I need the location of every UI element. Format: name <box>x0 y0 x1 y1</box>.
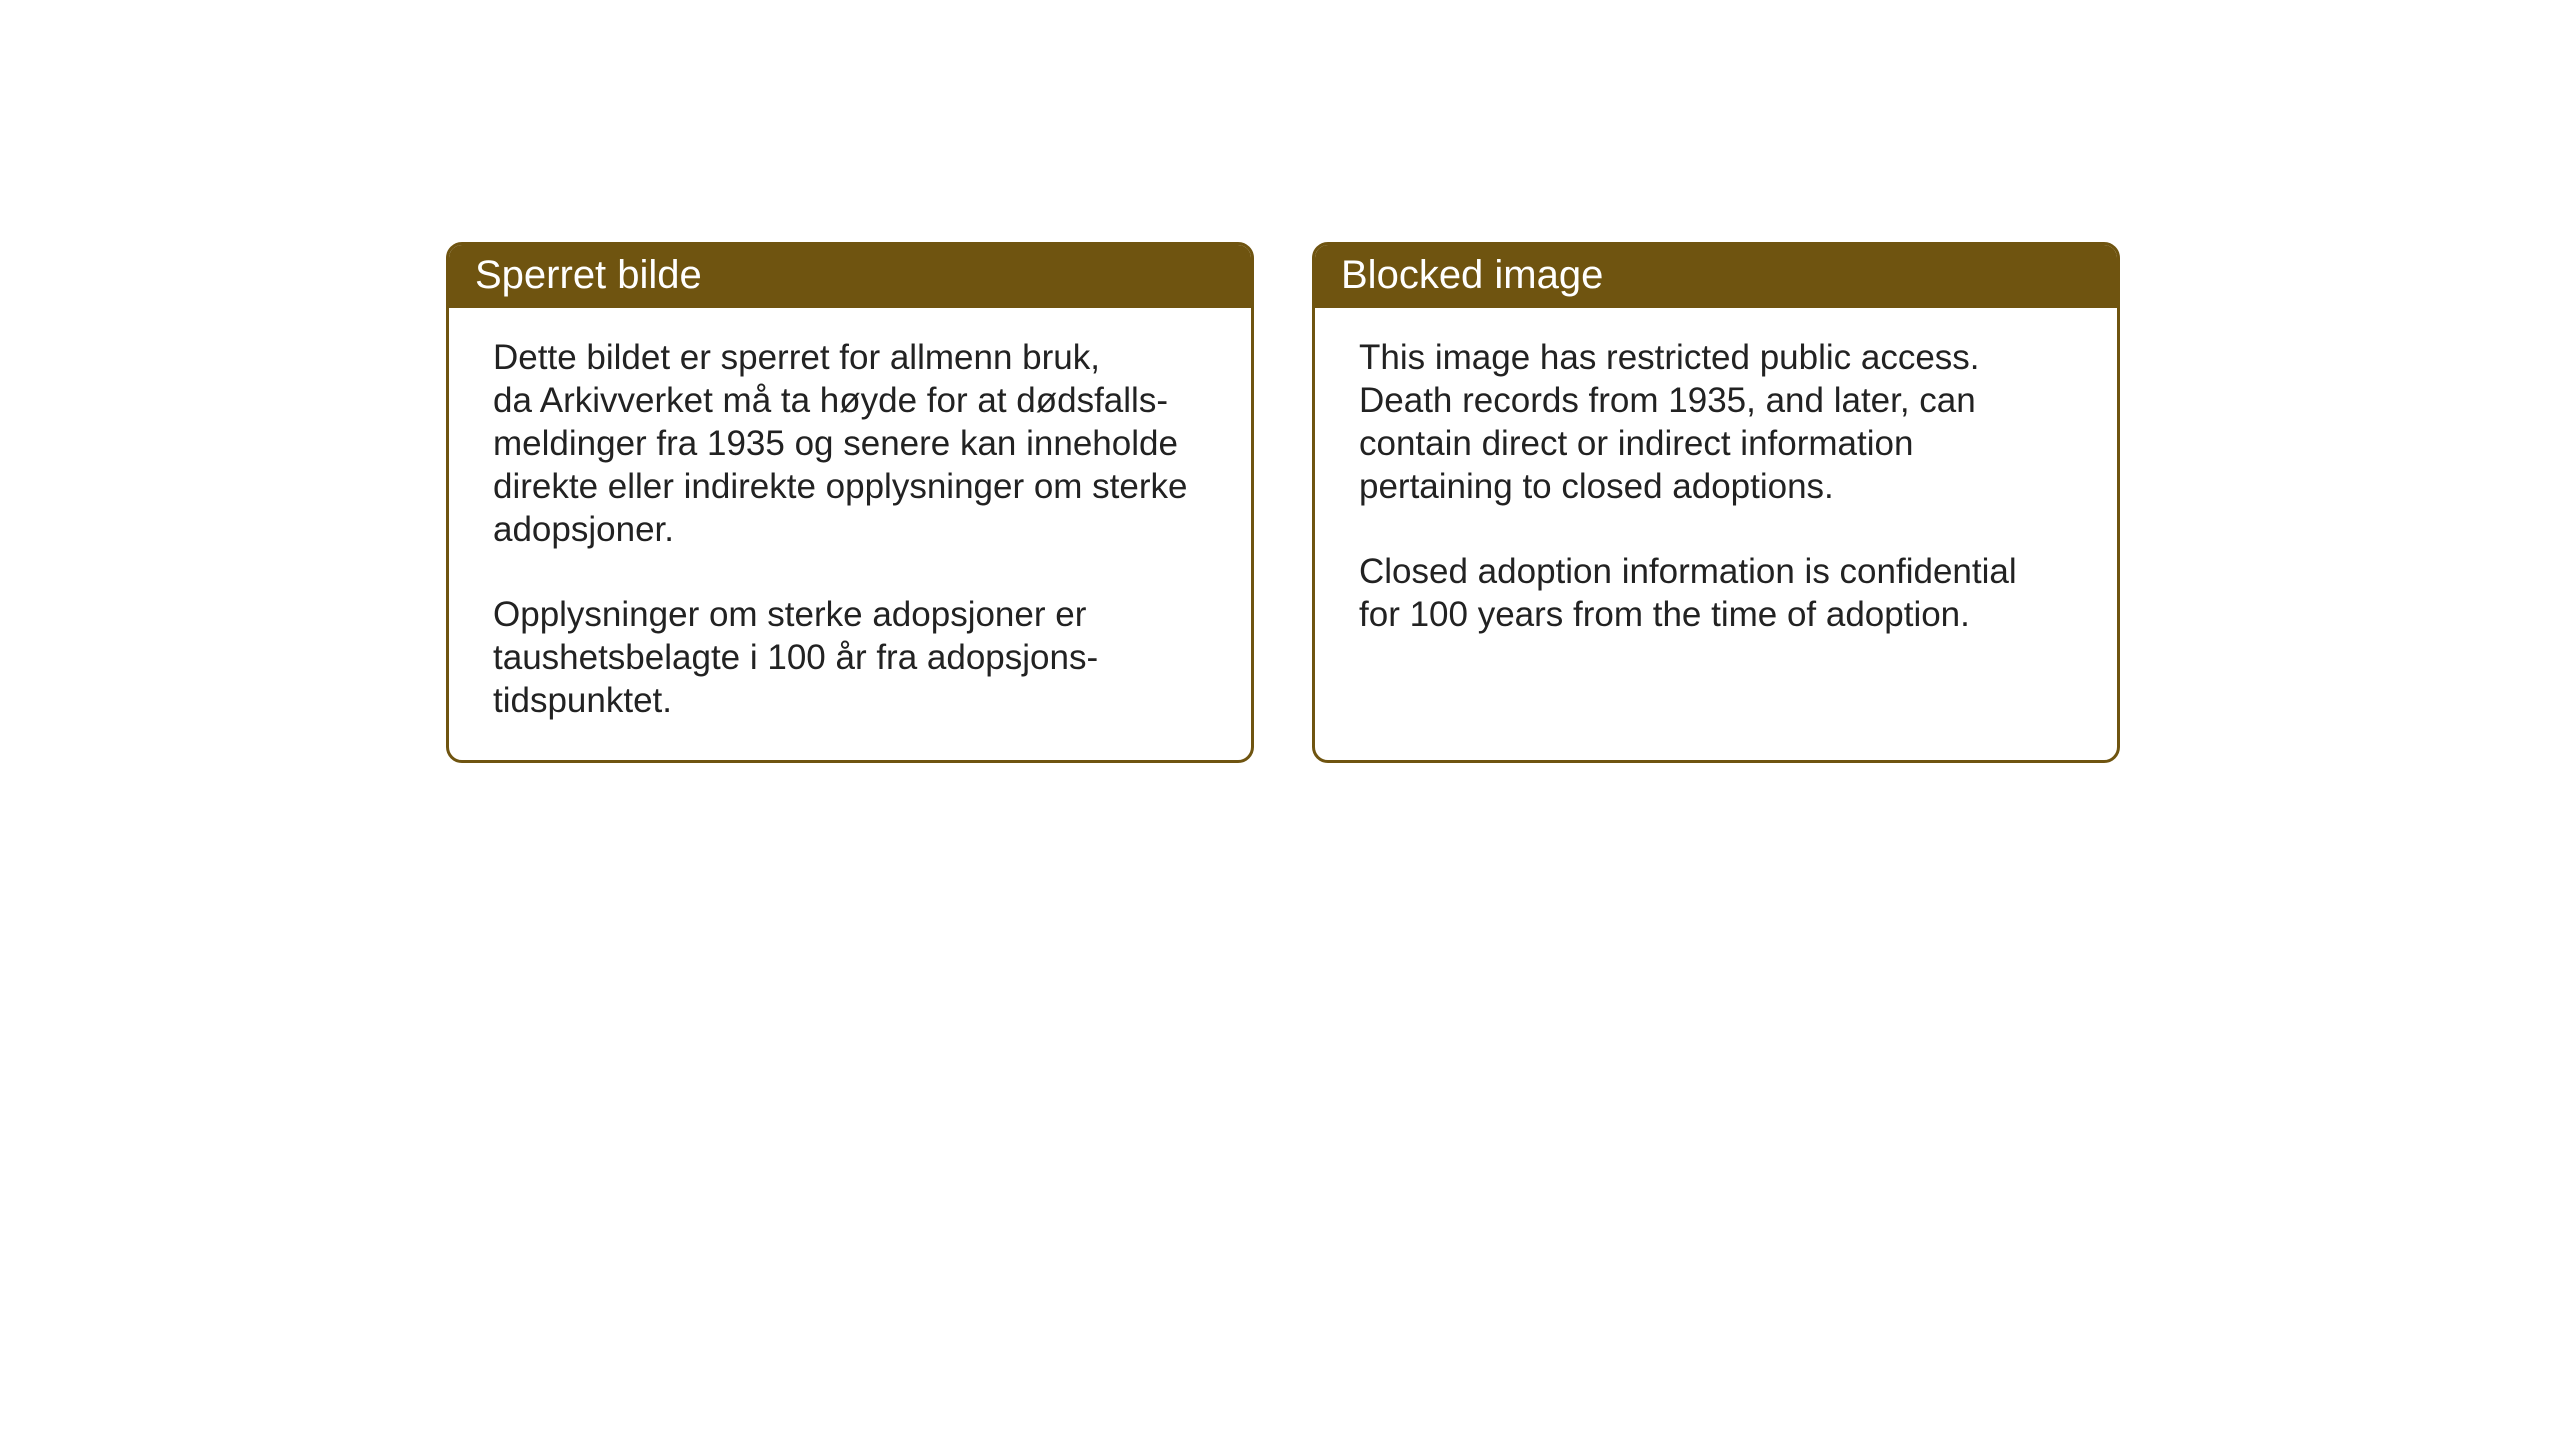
card-paragraph-1-english: This image has restricted public access.… <box>1359 336 2073 508</box>
card-norwegian: Sperret bilde Dette bildet er sperret fo… <box>446 242 1254 763</box>
card-title-norwegian: Sperret bilde <box>475 253 702 297</box>
card-header-english: Blocked image <box>1315 245 2117 308</box>
card-header-norwegian: Sperret bilde <box>449 245 1251 308</box>
card-title-english: Blocked image <box>1341 253 1603 297</box>
card-english: Blocked image This image has restricted … <box>1312 242 2120 763</box>
card-paragraph-1-norwegian: Dette bildet er sperret for allmenn bruk… <box>493 336 1207 551</box>
card-body-norwegian: Dette bildet er sperret for allmenn bruk… <box>449 308 1251 760</box>
card-paragraph-2-english: Closed adoption information is confident… <box>1359 550 2073 636</box>
card-paragraph-2-norwegian: Opplysninger om sterke adopsjoner er tau… <box>493 593 1207 722</box>
cards-container: Sperret bilde Dette bildet er sperret fo… <box>446 242 2120 763</box>
card-body-english: This image has restricted public access.… <box>1315 308 2117 748</box>
